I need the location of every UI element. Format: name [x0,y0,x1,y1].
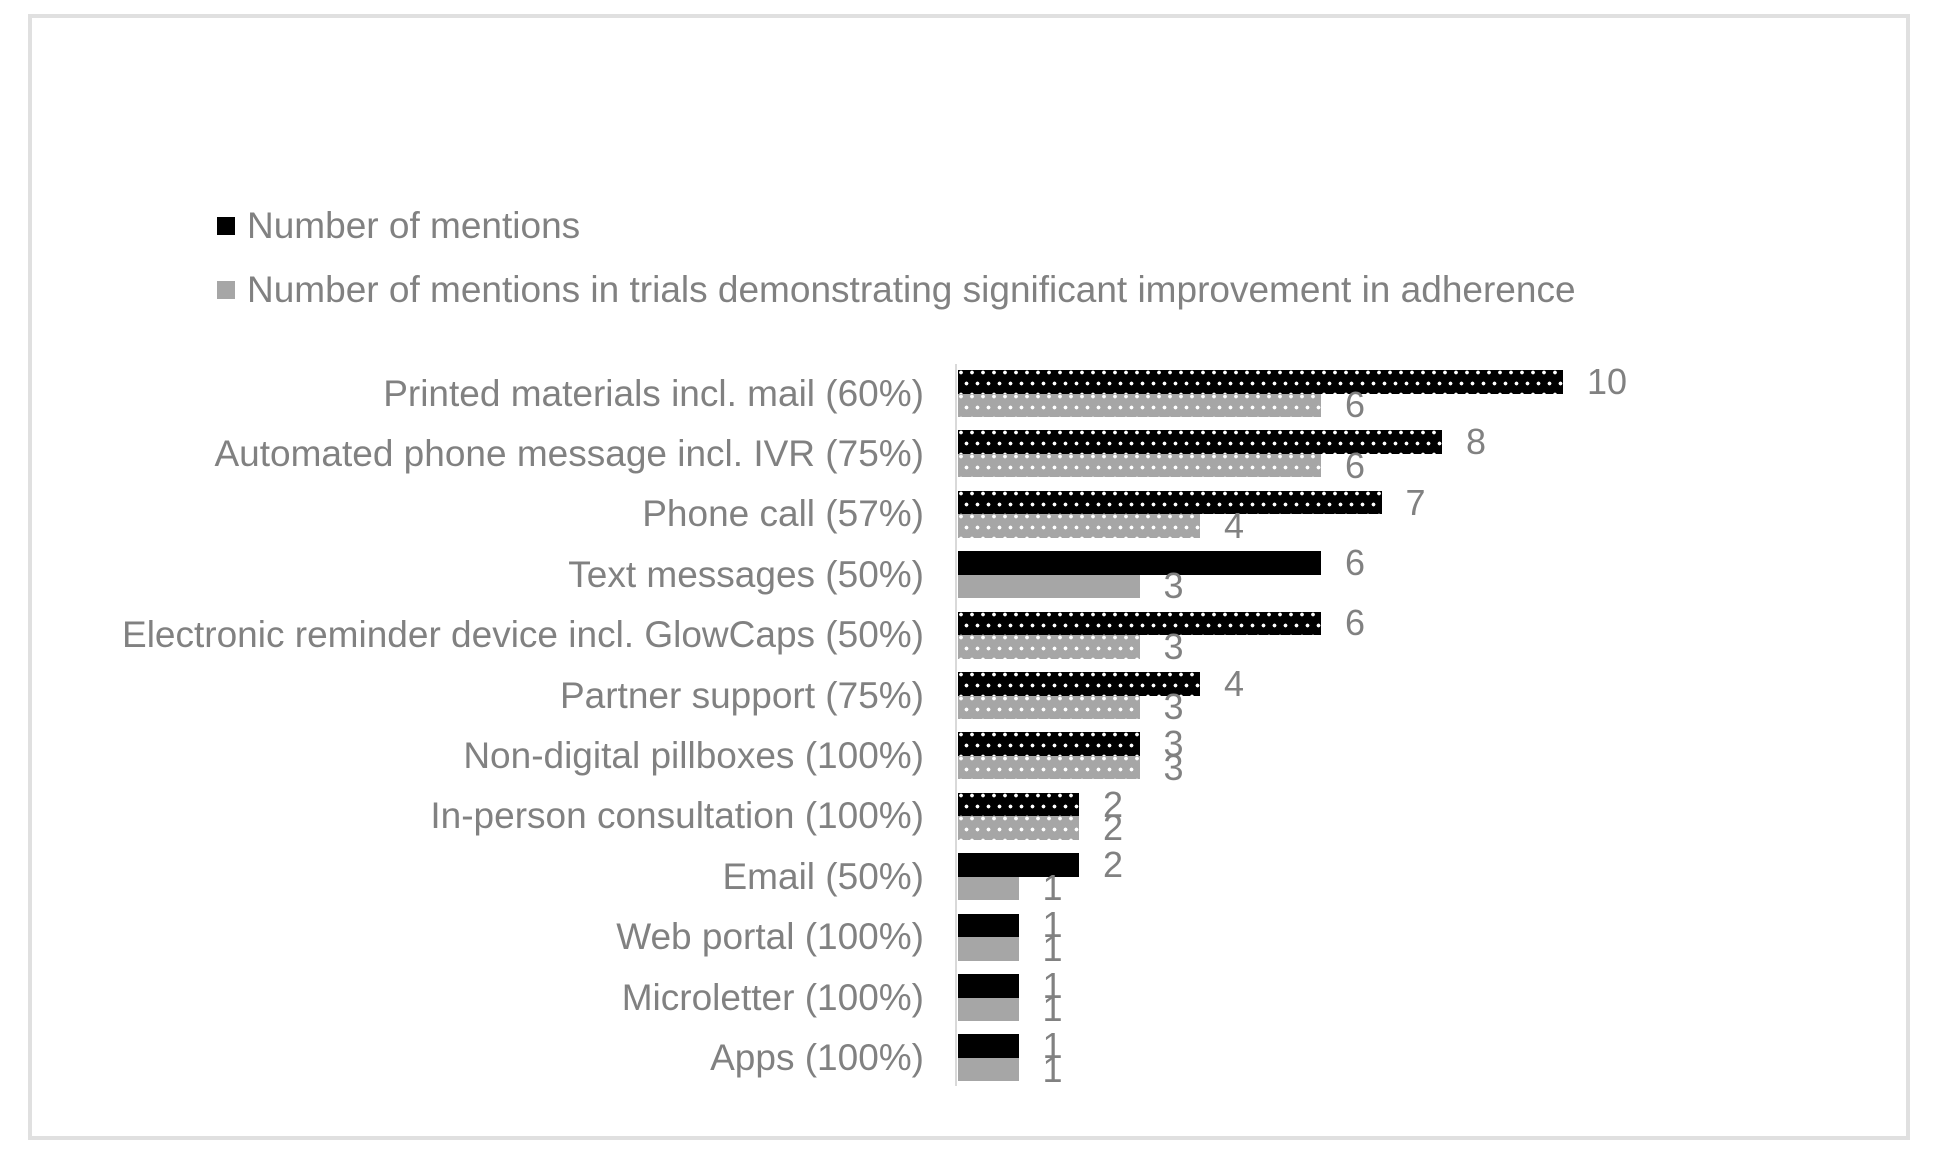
value-label-mentions: 7 [1405,481,1426,523]
value-label-mentions: 6 [1345,602,1366,644]
value-label-significant-trials: 3 [1163,746,1184,788]
bar-number-of-mentions [958,1034,1019,1058]
bar-mentions-significant-trials [958,393,1321,417]
category-label: Partner support (75%) [559,674,924,716]
category-label: Apps (100%) [710,1036,924,1078]
category-label: Microletter (100%) [621,976,924,1018]
bar-mentions-significant-trials [958,514,1200,538]
value-label-mentions: 3 [1163,723,1184,765]
legend-item-mentions: Number of mentions [217,205,1576,246]
value-label-significant-trials: 1 [1042,988,1063,1030]
value-axis-line [955,364,957,1086]
bar-mentions-significant-trials [958,876,1019,901]
category-label: Text messages (50%) [568,553,924,595]
chart-border [28,14,1910,1140]
category-label: Email (50%) [722,855,925,897]
value-label-significant-trials: 1 [1042,867,1063,909]
category-label: Electronic reminder device incl. GlowCap… [122,614,924,656]
value-label-mentions: 8 [1466,421,1487,463]
value-label-significant-trials: 2 [1103,807,1124,849]
legend: Number of mentions Number of mentions in… [217,205,1576,334]
value-label-mentions: 4 [1224,662,1245,704]
legend-label-mentions: Number of mentions [247,205,581,246]
category-label: Printed materials incl. mail (60%) [383,372,924,414]
category-label: Web portal (100%) [616,916,924,958]
category-label: Automated phone message incl. IVR (75%) [214,432,924,474]
bar-mentions-significant-trials [958,1057,1019,1082]
bar-number-of-mentions [958,672,1200,696]
bar-number-of-mentions [958,913,1019,938]
legend-swatch-black [217,217,235,235]
value-label-mentions: 1 [1042,904,1063,946]
value-label-significant-trials: 6 [1345,444,1366,486]
legend-item-significant-trials: Number of mentions in trials demonstrati… [217,269,1576,310]
legend-swatch-gray [217,281,235,299]
bar-number-of-mentions [958,853,1079,877]
value-label-significant-trials: 3 [1163,686,1184,728]
bar-number-of-mentions [958,611,1321,636]
bar-number-of-mentions [958,792,1079,817]
value-label-mentions: 10 [1587,360,1628,402]
bar-number-of-mentions [958,370,1563,394]
bar-mentions-significant-trials [958,635,1140,659]
value-label-mentions: 1 [1042,964,1063,1006]
bar-number-of-mentions [958,551,1321,575]
value-label-mentions: 1 [1042,1025,1063,1067]
value-label-significant-trials: 3 [1163,565,1184,607]
bar-mentions-significant-trials [958,453,1321,478]
value-label-mentions: 2 [1103,843,1124,885]
value-label-significant-trials: 4 [1224,505,1245,547]
bar-number-of-mentions [958,490,1382,515]
category-label: Non-digital pillboxes (100%) [463,734,924,776]
bar-mentions-significant-trials [958,755,1140,780]
bar-number-of-mentions [958,974,1019,998]
value-label-mentions: 6 [1345,541,1366,583]
value-label-significant-trials: 1 [1042,927,1063,969]
value-label-significant-trials: 1 [1042,1048,1063,1090]
bar-mentions-significant-trials [958,997,1019,1021]
value-label-significant-trials: 3 [1163,625,1184,667]
category-label: In-person consultation (100%) [430,795,924,837]
bar-number-of-mentions [958,732,1140,756]
bar-number-of-mentions [958,430,1442,454]
category-label: Phone call (57%) [642,493,924,535]
value-label-mentions: 2 [1103,783,1124,825]
bar-mentions-significant-trials [958,816,1079,840]
bar-mentions-significant-trials [958,695,1140,719]
legend-label-significant-trials: Number of mentions in trials demonstrati… [247,269,1576,310]
bar-mentions-significant-trials [958,937,1019,961]
value-label-significant-trials: 6 [1345,384,1366,426]
bar-mentions-significant-trials [958,574,1140,599]
